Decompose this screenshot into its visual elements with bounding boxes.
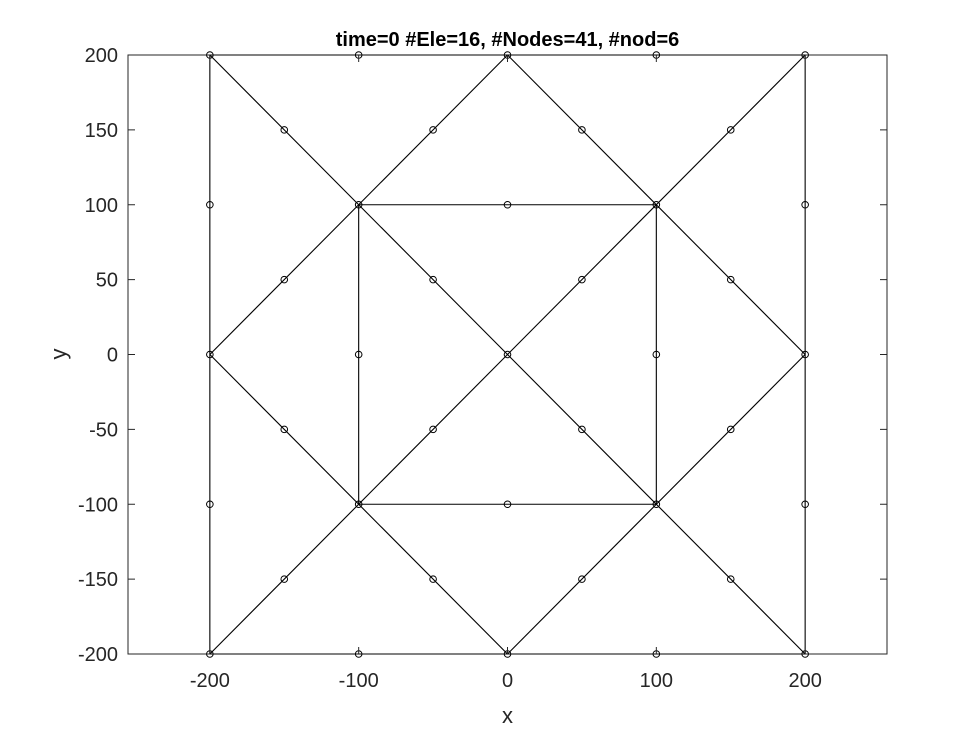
y-tick-label-7: -150 [78,569,118,591]
mesh-node-28 [354,500,363,509]
mesh-node-30 [652,500,661,509]
mesh-node-31 [801,500,809,509]
x-tick-label-2: 0 [502,670,513,692]
mesh-node-13 [801,200,809,209]
mesh-node-16 [578,275,586,284]
mesh-edge-13 [209,354,508,655]
mesh-node-11 [503,200,512,209]
mesh-node-15 [429,275,437,284]
mesh-node-9 [206,200,214,209]
mesh-node-23 [280,425,289,434]
mesh-node-33 [429,575,437,583]
mesh-node-19 [354,350,363,359]
mesh-node-24 [429,425,437,434]
x-tick-label-0: -200 [190,670,230,692]
mesh-node-10 [354,200,363,209]
y-tick-label-0: 200 [85,45,118,67]
x-tick-labels: -200 -100 0 100 200 [190,670,822,692]
chart-title: time=0 #Ele=16, #Nodes=41, #nod=6 [336,29,680,51]
mesh-node-34 [578,575,586,583]
y-tick-label-6: -100 [78,494,118,516]
mesh-node-18 [206,350,214,359]
mesh-nodes [206,51,809,658]
y-tick-label-8: -200 [78,644,118,666]
mesh-edge-9 [209,54,806,655]
mesh-node-35 [726,575,735,583]
y-tick-label-2: 100 [85,195,118,217]
mesh-node-32 [280,575,289,583]
y-tick-label-5: -50 [89,419,118,441]
mesh-node-25 [578,425,586,434]
mesh-node-26 [726,425,735,434]
y-axis-label: y [46,349,71,360]
y-tick-label-3: 50 [96,270,118,292]
mesh-node-7 [578,126,586,134]
mesh-node-5 [280,126,289,134]
mesh-node-21 [652,350,661,359]
mesh-node-27 [206,500,214,509]
x-tick-label-3: 100 [640,670,673,692]
mesh-lines [209,54,806,655]
mesh-edge-10 [209,54,508,355]
mesh-node-29 [503,500,512,509]
y-tick-label-4: 0 [107,345,118,367]
y-tick-label-1: 150 [85,120,118,142]
mesh-edge-11 [507,54,806,355]
mesh-node-20 [503,350,512,359]
mesh-node-14 [280,275,289,284]
mesh-node-12 [652,200,661,209]
mesh-node-8 [726,126,735,134]
x-tick-label-4: 200 [788,670,821,692]
mesh-node-22 [801,350,809,359]
y-tick-labels: 200 150 100 50 0 -50 -100 -150 -200 [78,45,118,666]
mesh-node-17 [726,275,735,284]
mesh-node-6 [429,126,437,134]
x-axis-label: x [502,703,513,728]
mesh-edge-12 [507,354,806,655]
x-tick-label-1: -100 [339,670,379,692]
axis-ticks [128,54,887,655]
